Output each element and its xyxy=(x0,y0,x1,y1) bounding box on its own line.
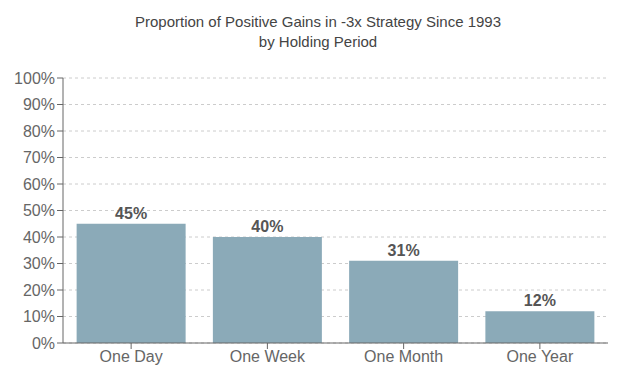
svg-text:30%: 30% xyxy=(23,255,55,272)
html-text:by Holding Period: by Holding Period xyxy=(258,33,378,50)
svg-text:31%: 31% xyxy=(388,242,420,259)
svg-text:70%: 70% xyxy=(23,149,55,166)
svg-text:10%: 10% xyxy=(23,308,55,325)
svg-text:One Week: One Week xyxy=(230,348,306,365)
svg-text:100%: 100% xyxy=(14,70,55,87)
svg-text:50%: 50% xyxy=(23,202,55,219)
svg-text:90%: 90% xyxy=(23,96,55,113)
svg-text:40%: 40% xyxy=(23,229,55,246)
svg-text:40%: 40% xyxy=(251,218,283,235)
svg-text:0%: 0% xyxy=(32,335,55,352)
svg-text:20%: 20% xyxy=(23,282,55,299)
svg-text:One Month: One Month xyxy=(364,348,443,365)
svg-text:12%: 12% xyxy=(524,292,556,309)
svg-text:80%: 80% xyxy=(23,123,55,140)
svg-text:One Day: One Day xyxy=(100,348,163,365)
svg-text:60%: 60% xyxy=(23,176,55,193)
html-text:Proportion of Positive Gains i: Proportion of Positive Gains in -3x Stra… xyxy=(135,13,501,30)
svg-text:45%: 45% xyxy=(115,205,147,222)
svg-text:One Year: One Year xyxy=(507,348,574,365)
